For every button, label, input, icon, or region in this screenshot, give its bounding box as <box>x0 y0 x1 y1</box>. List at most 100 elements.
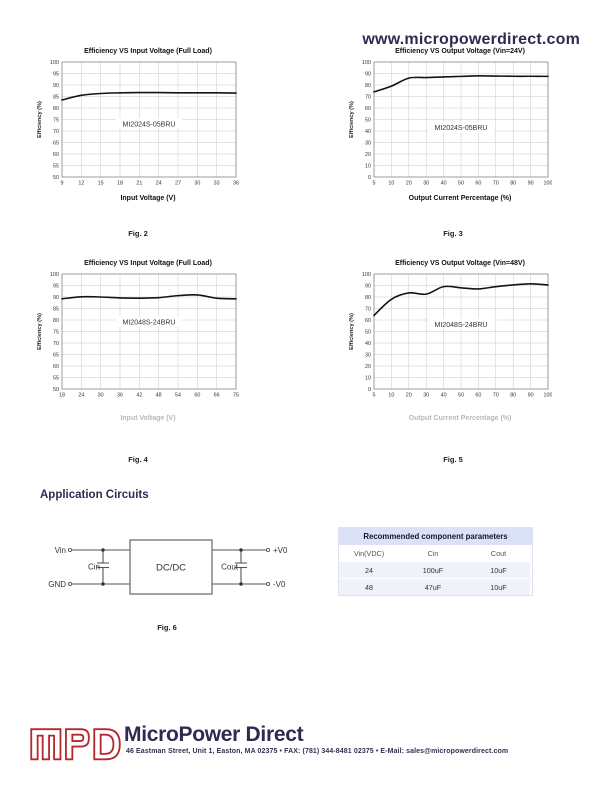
svg-text:40: 40 <box>441 393 447 399</box>
table-cell: 10uF <box>467 561 530 578</box>
chart-title: Efficiency VS Output Voltage (Vin=24V) <box>395 48 525 55</box>
section-title-application-circuits: Application Circuits <box>40 489 149 501</box>
svg-text:24: 24 <box>156 181 162 187</box>
table-cell: 47uF <box>399 578 467 595</box>
table-header-row: Vin(VDC) Cin Cout <box>339 545 532 561</box>
svg-text:100: 100 <box>362 60 371 66</box>
circuit-junction-dots <box>101 548 243 586</box>
svg-text:21: 21 <box>136 181 142 187</box>
svg-text:40: 40 <box>441 181 447 187</box>
svg-text:20: 20 <box>365 364 371 370</box>
svg-text:65: 65 <box>53 140 59 146</box>
svg-text:40: 40 <box>365 129 371 135</box>
svg-text:75: 75 <box>53 117 59 123</box>
chart-efficiency-vs-output-current-24v: Efficiency VS Output Voltage (Vin=24V) 0… <box>346 46 560 238</box>
svg-text:60: 60 <box>194 393 200 399</box>
table-cell: 10uF <box>467 578 530 595</box>
efficiency-curve <box>61 91 237 101</box>
svg-text:20: 20 <box>406 181 412 187</box>
svg-text:60: 60 <box>475 181 481 187</box>
cin-label: Cin <box>88 563 100 572</box>
svg-text:95: 95 <box>53 283 59 289</box>
svg-text:10: 10 <box>388 181 394 187</box>
svg-text:50: 50 <box>365 329 371 335</box>
svg-text:5: 5 <box>373 181 376 187</box>
svg-text:55: 55 <box>53 163 59 169</box>
svg-text:30: 30 <box>423 181 429 187</box>
model-number-label: MI2048S-24BRU <box>435 322 488 329</box>
vout-negative-label: -V0 <box>273 580 286 589</box>
svg-text:60: 60 <box>53 152 59 158</box>
column-header: Vin(VDC) <box>339 545 399 561</box>
svg-text:90: 90 <box>365 283 371 289</box>
svg-text:9: 9 <box>61 181 64 187</box>
svg-text:18: 18 <box>59 393 65 399</box>
svg-text:100: 100 <box>50 60 59 66</box>
svg-text:75: 75 <box>233 393 239 399</box>
model-number-label: MI2024S-05BRU <box>435 125 488 132</box>
chart-title: Efficiency VS Input Voltage (Full Load) <box>84 48 212 55</box>
svg-text:10: 10 <box>388 393 394 399</box>
svg-text:60: 60 <box>365 106 371 112</box>
svg-text:90: 90 <box>365 71 371 77</box>
svg-text:70: 70 <box>493 393 499 399</box>
svg-text:60: 60 <box>365 318 371 324</box>
dcdc-application-circuit-diagram: DC/DC Vin GND Cin Cout +V0 -V0 <box>48 539 288 595</box>
x-axis-label: Output Current Percentage (%) <box>408 415 512 422</box>
mpd-logo <box>30 728 121 761</box>
dcdc-box-label: DC/DC <box>156 563 186 574</box>
svg-text:85: 85 <box>53 94 59 100</box>
svg-text:18: 18 <box>117 181 123 187</box>
model-number-label: MI2048S-24BRU <box>123 320 176 327</box>
svg-text:66: 66 <box>214 393 220 399</box>
svg-text:27: 27 <box>175 181 181 187</box>
chart-title: Efficiency VS Output Voltage (Vin=48V) <box>395 260 525 267</box>
chart-efficiency-vs-output-current-48v: Efficiency VS Output Voltage (Vin=48V) 0… <box>346 258 560 464</box>
company-name: MicroPower Direct <box>124 723 304 746</box>
svg-text:55: 55 <box>53 375 59 381</box>
svg-text:12: 12 <box>78 181 84 187</box>
chart-efficiency-vs-input-voltage-24v: Efficiency VS Input Voltage (Full Load) … <box>34 46 242 238</box>
figure-caption: Fig. 6 <box>157 623 177 632</box>
vin-label: Vin <box>55 546 66 555</box>
svg-text:80: 80 <box>510 393 516 399</box>
x-axis-label: Input Voltage (V) <box>120 195 176 202</box>
gnd-label: GND <box>48 580 66 589</box>
svg-text:36: 36 <box>233 181 239 187</box>
svg-text:54: 54 <box>175 393 181 399</box>
figure-caption: Fig. 4 <box>128 455 148 464</box>
figure-caption: Fig. 5 <box>443 455 463 464</box>
svg-text:50: 50 <box>458 181 464 187</box>
y-axis-label: Efficiency (%) <box>37 313 43 350</box>
svg-text:0: 0 <box>368 175 371 181</box>
chart-plot-area: 0 10 20 30 40 50 60 70 80 90 100 5 10 20 30 40 50 60 70 80 9… <box>346 269 553 403</box>
figure-caption: Fig. 2 <box>128 229 148 238</box>
chart-title: Efficiency VS Input Voltage (Full Load) <box>84 260 212 267</box>
efficiency-chart-svg: 0 10 20 30 40 50 60 70 80 90 100 5 10 20 30 40 50 60 70 80 9… <box>349 60 553 187</box>
svg-text:80: 80 <box>53 318 59 324</box>
svg-text:42: 42 <box>136 393 142 399</box>
table-cell: 24 <box>339 561 399 578</box>
dcdc-converter-box <box>129 539 213 595</box>
svg-text:10: 10 <box>365 163 371 169</box>
svg-text:20: 20 <box>406 393 412 399</box>
efficiency-curve <box>373 74 549 93</box>
vout-positive-label: +V0 <box>273 546 288 555</box>
svg-text:65: 65 <box>53 352 59 358</box>
website-link[interactable]: www.micropowerdirect.com <box>362 31 580 48</box>
svg-text:75: 75 <box>53 329 59 335</box>
svg-text:15: 15 <box>98 181 104 187</box>
svg-text:48: 48 <box>156 393 162 399</box>
svg-text:70: 70 <box>365 94 371 100</box>
svg-text:30: 30 <box>194 181 200 187</box>
efficiency-chart-svg: 50 55 60 65 70 75 80 85 90 95 100 9 12 15 18 21 24 27 30 33… <box>37 60 239 187</box>
figure-caption: Fig. 3 <box>443 229 463 238</box>
chart-plot-area: 0 10 20 30 40 50 60 70 80 90 100 5 10 20 30 40 50 60 70 80 9… <box>346 57 553 191</box>
table-row: 48 47uF 10uF <box>339 578 532 595</box>
svg-text:90: 90 <box>528 181 534 187</box>
table-cell: 48 <box>339 578 399 595</box>
svg-text:50: 50 <box>458 393 464 399</box>
y-axis-label: Efficiency (%) <box>37 101 43 138</box>
svg-text:100: 100 <box>544 181 553 187</box>
mpd-logo-letters <box>30 728 121 761</box>
